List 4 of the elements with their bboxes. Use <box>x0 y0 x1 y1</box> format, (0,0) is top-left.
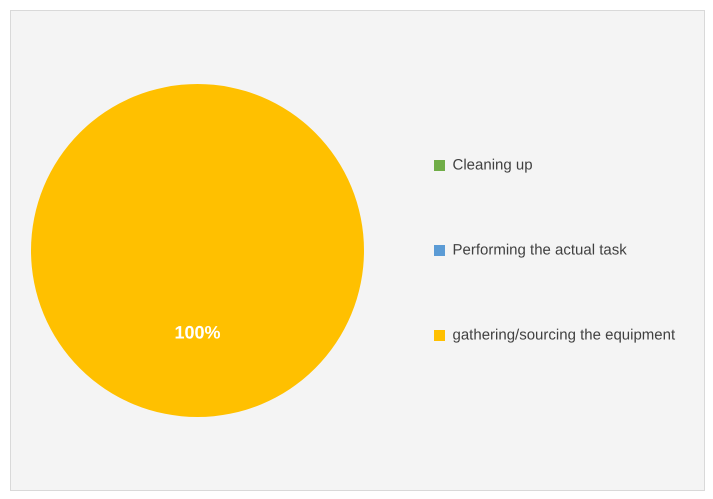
legend-label: Cleaning up <box>452 156 533 174</box>
legend-label: Performing the actual task <box>452 242 628 259</box>
data-label: 100% <box>174 322 221 343</box>
legend-label: gathering/sourcing the equipment <box>452 326 676 344</box>
